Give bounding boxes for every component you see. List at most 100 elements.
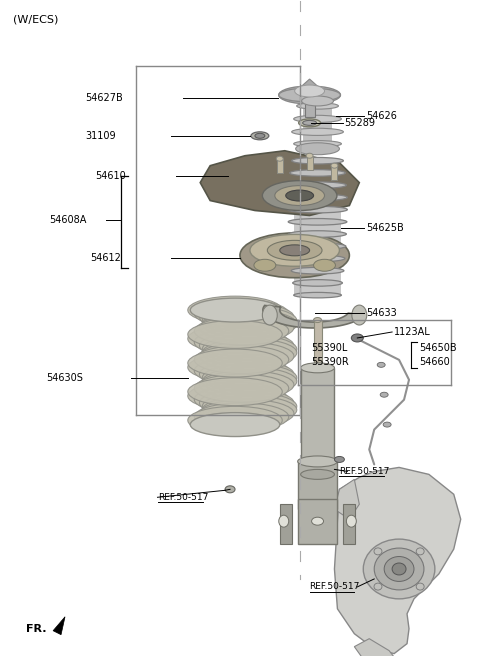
Text: (W/ECS): (W/ECS) [13,14,59,24]
Ellipse shape [383,422,391,427]
Text: 54633: 54633 [366,308,397,318]
Text: 1123AL: 1123AL [394,327,431,337]
Ellipse shape [384,556,414,581]
Ellipse shape [288,194,348,200]
Ellipse shape [263,305,277,325]
Ellipse shape [374,548,382,555]
Ellipse shape [200,342,294,370]
Ellipse shape [279,88,340,102]
Ellipse shape [203,367,297,395]
Text: 54630S: 54630S [46,373,83,383]
Ellipse shape [190,413,280,436]
Ellipse shape [290,170,346,176]
Ellipse shape [194,386,289,413]
Ellipse shape [300,363,335,373]
Ellipse shape [300,469,335,480]
Text: REF.50-517: REF.50-517 [339,467,390,476]
Ellipse shape [194,357,289,385]
Ellipse shape [225,486,235,493]
Ellipse shape [294,116,341,122]
Text: 31109: 31109 [85,131,116,141]
Ellipse shape [294,141,341,147]
Ellipse shape [250,235,339,266]
Bar [307,156,312,170]
Ellipse shape [254,260,276,271]
Bar [302,106,333,148]
Ellipse shape [203,338,297,367]
Ellipse shape [295,85,324,97]
Ellipse shape [313,260,336,271]
Polygon shape [335,467,461,654]
Ellipse shape [200,303,294,331]
Ellipse shape [200,371,294,399]
Ellipse shape [351,334,363,342]
Ellipse shape [296,143,339,155]
Bar [294,161,341,295]
Ellipse shape [313,317,322,323]
Bar [277,159,283,173]
Ellipse shape [200,313,294,342]
Ellipse shape [188,382,282,410]
Text: 54612: 54612 [90,254,120,263]
Ellipse shape [286,190,313,201]
Ellipse shape [203,335,297,363]
Ellipse shape [203,364,297,392]
Ellipse shape [255,133,265,139]
Ellipse shape [200,399,294,427]
Ellipse shape [194,317,289,345]
Ellipse shape [347,515,356,527]
Ellipse shape [194,403,289,431]
Polygon shape [280,505,292,544]
Text: 54650B: 54650B [419,343,456,353]
Ellipse shape [263,181,337,210]
Ellipse shape [203,396,297,424]
Polygon shape [292,79,327,95]
Ellipse shape [203,310,297,338]
Ellipse shape [392,563,406,575]
Polygon shape [53,617,65,635]
Polygon shape [263,306,364,328]
Ellipse shape [203,392,297,420]
Ellipse shape [200,332,294,359]
Ellipse shape [380,392,388,397]
Ellipse shape [240,233,349,278]
Polygon shape [354,639,399,657]
Ellipse shape [194,374,289,402]
Text: 55289: 55289 [344,118,375,128]
Ellipse shape [363,539,435,599]
Ellipse shape [190,298,280,322]
Ellipse shape [331,163,338,168]
Ellipse shape [374,583,382,590]
Ellipse shape [301,96,334,106]
Ellipse shape [292,158,343,164]
Ellipse shape [275,186,324,206]
Ellipse shape [188,296,282,324]
Ellipse shape [288,219,347,225]
Text: 55390R: 55390R [312,357,349,367]
Text: 54627B: 54627B [85,93,123,103]
Ellipse shape [293,280,342,286]
Ellipse shape [335,457,344,463]
Ellipse shape [292,128,343,135]
Ellipse shape [251,132,269,140]
Ellipse shape [267,240,322,260]
Ellipse shape [374,548,424,590]
Ellipse shape [188,378,282,405]
Text: FR.: FR. [26,623,47,634]
Ellipse shape [190,355,280,379]
Ellipse shape [188,349,282,377]
Ellipse shape [291,267,344,274]
Ellipse shape [188,353,282,381]
Ellipse shape [288,182,347,189]
Ellipse shape [188,407,282,434]
Ellipse shape [188,321,282,348]
Polygon shape [335,480,360,519]
Ellipse shape [289,243,346,250]
Bar [332,166,337,179]
Ellipse shape [200,360,294,388]
Ellipse shape [306,153,313,158]
Ellipse shape [203,307,297,334]
Ellipse shape [190,298,280,322]
Text: 54608A: 54608A [49,215,86,225]
Text: 54660: 54660 [419,357,450,367]
